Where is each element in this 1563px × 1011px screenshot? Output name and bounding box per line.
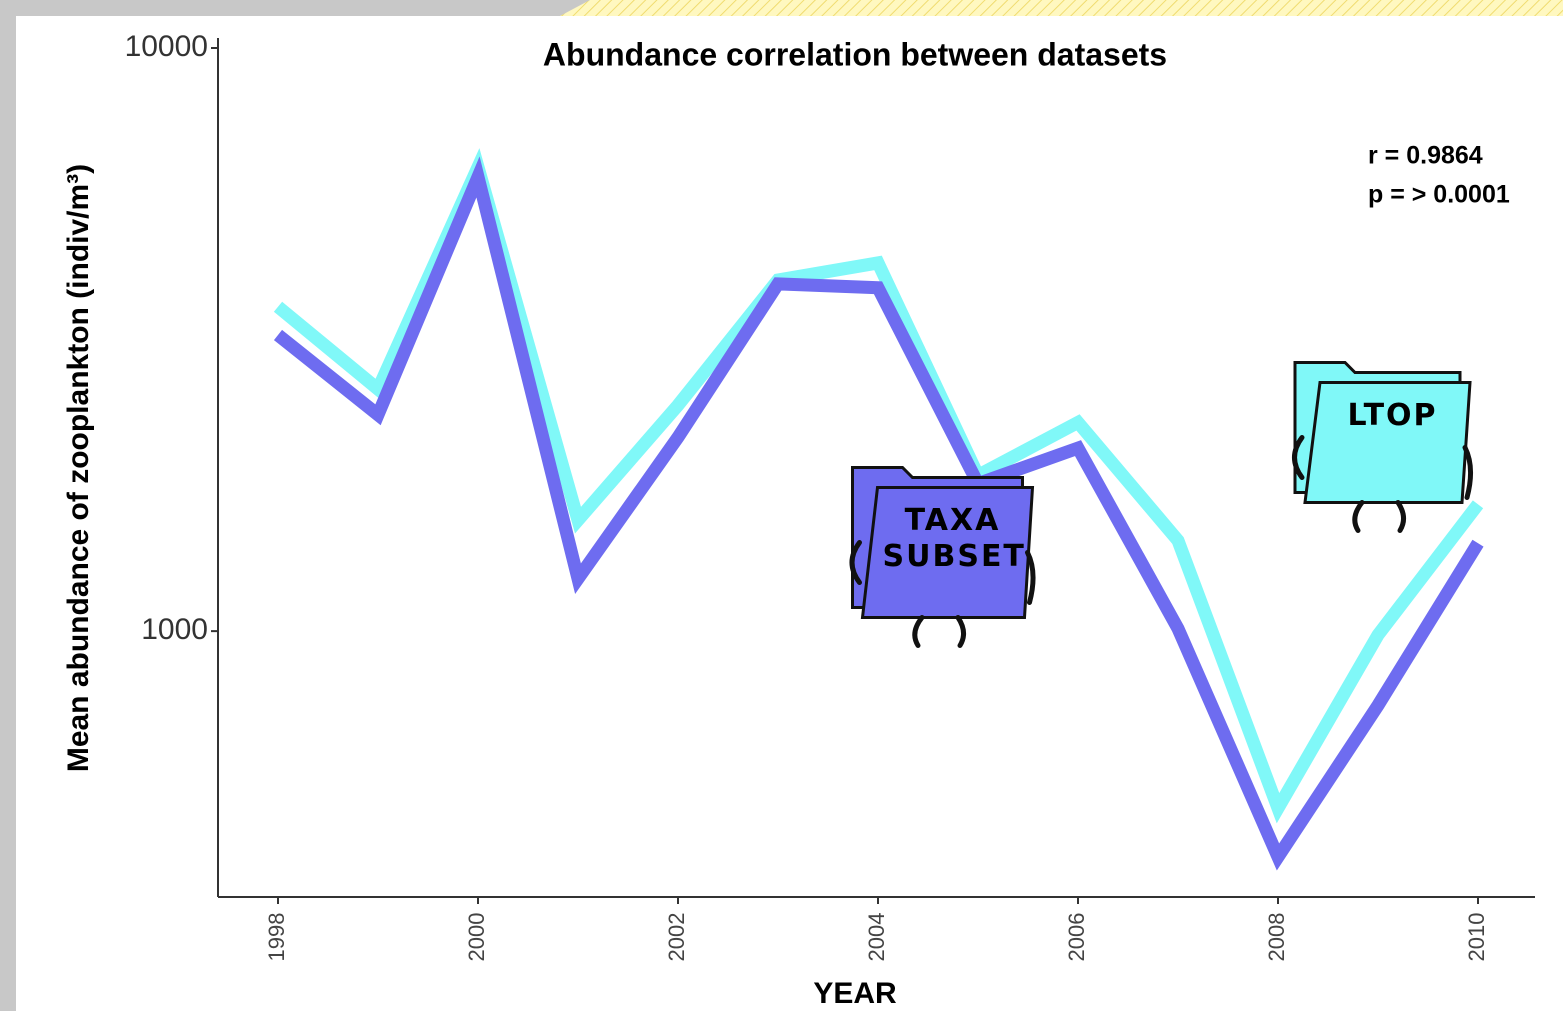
page: Abundance correlation between datasets Y… xyxy=(0,0,1563,1011)
x-axis-label: YEAR xyxy=(813,977,897,1010)
x-tick-label: 2008 xyxy=(1264,913,1289,962)
x-tick-label: 2010 xyxy=(1464,913,1489,962)
x-tick-label: 2002 xyxy=(664,913,689,962)
y-tick-label: 10000 xyxy=(125,30,208,63)
legend-folder xyxy=(1295,363,1471,531)
y-tick-label: 1000 xyxy=(141,613,208,646)
left-border xyxy=(0,0,16,1011)
annotation: r = 0.9864 xyxy=(1368,142,1483,170)
x-tick-label: 2000 xyxy=(464,913,489,962)
top-hatch xyxy=(560,0,1563,16)
legend-label: TAXA SUBSET xyxy=(883,503,1023,575)
x-tick-label: 2004 xyxy=(864,913,889,962)
annotation: p = > 0.0001 xyxy=(1368,181,1510,209)
legend-label: LTOP xyxy=(1325,398,1460,434)
x-tick-label: 1998 xyxy=(264,913,289,962)
chart: Abundance correlation between datasets Y… xyxy=(0,0,1563,1011)
chart-title: Abundance correlation between datasets xyxy=(543,36,1167,72)
x-tick-label: 2006 xyxy=(1064,913,1089,962)
y-axis-label: Mean abundance of zooplankton (indiv/m³) xyxy=(62,164,95,772)
